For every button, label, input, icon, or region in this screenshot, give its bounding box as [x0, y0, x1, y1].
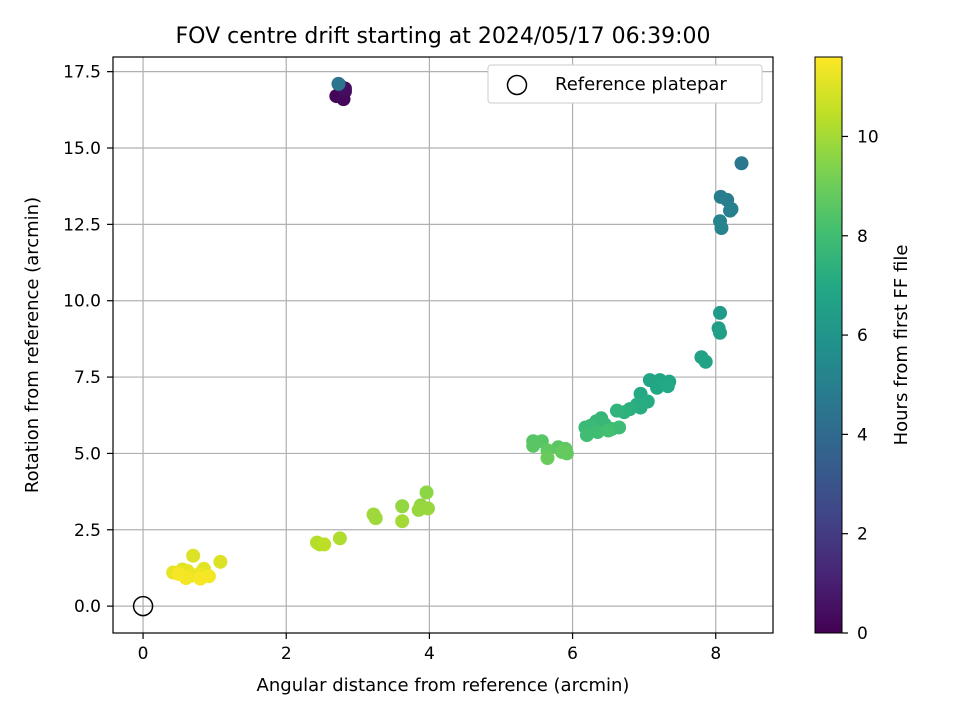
reference-platepar-marker — [132, 595, 154, 617]
colorbar-tick-label: 10 — [857, 127, 879, 147]
colorbar-label: Hours from first FF file — [891, 245, 912, 446]
y-tick-label: 7.5 — [74, 368, 101, 388]
y-tick-label: 12.5 — [63, 215, 101, 235]
data-point — [601, 423, 616, 438]
data-point — [332, 531, 347, 546]
y-tick-label: 17.5 — [63, 63, 101, 83]
data-point — [317, 537, 332, 552]
data-point — [395, 514, 410, 529]
data-point — [650, 380, 665, 395]
data-point — [713, 325, 728, 340]
x-tick-label: 2 — [281, 644, 292, 664]
data-point — [698, 354, 713, 369]
colorbar-gradient — [814, 56, 843, 634]
x-tick-label: 4 — [424, 644, 435, 664]
data-point — [714, 221, 729, 236]
x-axis-label: Angular distance from reference (arcmin) — [257, 675, 630, 696]
x-tick-label: 6 — [567, 644, 578, 664]
data-points — [166, 76, 749, 586]
colorbar-tick-label: 4 — [857, 425, 868, 445]
colorbar-tick-label: 2 — [857, 525, 868, 545]
data-point — [420, 501, 435, 516]
data-point — [579, 428, 594, 443]
y-axis-ticks: 0.0 2.5 5.0 7.5 10.0 12.5 15.0 17.5 — [63, 63, 113, 617]
chart-title: FOV centre drift starting at 2024/05/17 … — [176, 24, 711, 49]
data-point — [193, 571, 208, 586]
colorbar-tick-label: 8 — [857, 227, 868, 247]
data-point — [633, 400, 648, 415]
data-point — [368, 511, 383, 526]
data-point — [609, 403, 624, 418]
data-point — [713, 305, 728, 320]
y-tick-label: 5.0 — [74, 444, 101, 464]
legend-entry-reference: Reference platepar — [555, 74, 727, 95]
y-tick-label: 2.5 — [74, 521, 101, 541]
data-point — [559, 446, 574, 461]
data-point — [395, 499, 410, 514]
data-point — [540, 451, 555, 466]
x-tick-label: 0 — [138, 644, 149, 664]
data-point — [660, 379, 675, 394]
data-point — [526, 438, 541, 453]
data-point — [419, 485, 434, 500]
grid — [113, 57, 773, 633]
colorbar-ticks: 0 2 4 6 8 10 — [842, 127, 879, 644]
x-axis-ticks: 0 2 4 6 8 — [138, 633, 721, 664]
data-point — [723, 203, 738, 218]
y-axis-label: Rotation from reference (arcmin) — [22, 197, 43, 493]
x-tick-label: 8 — [710, 644, 721, 664]
y-tick-label: 10.0 — [63, 292, 101, 312]
colorbar-tick-label: 6 — [857, 326, 868, 346]
data-point — [331, 76, 346, 91]
data-point — [186, 548, 201, 563]
data-point — [213, 554, 228, 569]
colorbar: 0 2 4 6 8 10 Hours from first FF file — [814, 56, 912, 644]
reference-layer — [132, 595, 154, 617]
legend: Reference platepar — [487, 64, 763, 104]
plot-frame — [112, 56, 774, 634]
data-point — [171, 567, 186, 582]
legend-marker — [506, 74, 528, 96]
y-tick-label: 0.0 — [74, 597, 101, 617]
data-point — [590, 425, 605, 440]
data-point — [734, 156, 749, 171]
legend-box — [487, 64, 763, 104]
y-tick-label: 15.0 — [63, 139, 101, 159]
colorbar-tick-label: 0 — [857, 624, 868, 644]
